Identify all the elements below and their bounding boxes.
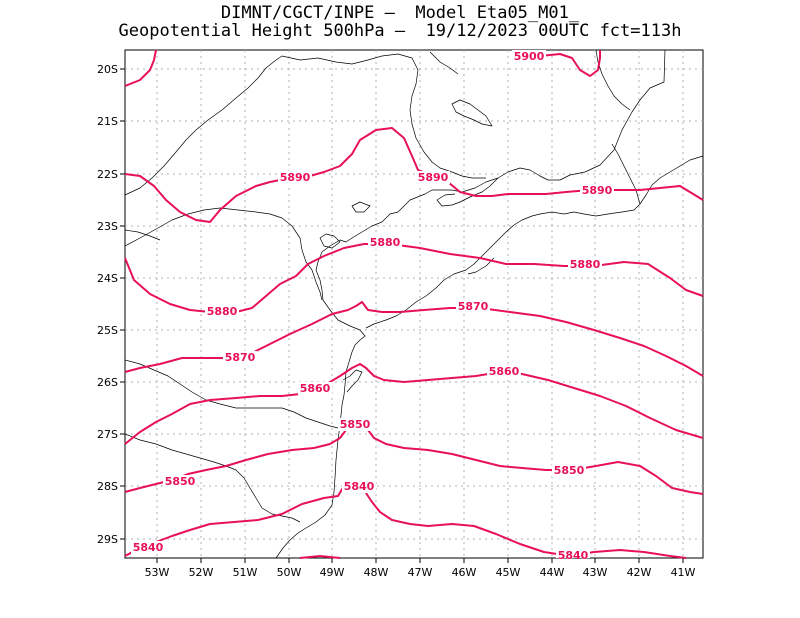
contour-label-5850: 5850 [340,418,371,431]
title-line-2: Geopotential Height 500hPa – 19/12/2023 … [118,21,682,41]
x-tick-label: 41W [671,566,696,579]
axis-ticks [120,68,684,563]
contour-label-5880: 5880 [370,236,401,249]
title-line-1: DIMNT/CGCT/INPE – Model Eta05_M01_ [220,3,580,23]
contour-label-5870: 5870 [458,300,489,313]
y-tick-label: 28S [97,480,118,493]
contour-label-5840: 5840 [558,549,589,562]
y-tick-label: 21S [97,115,118,128]
contour-label-5880: 5880 [570,258,601,271]
y-tick-label: 26S [97,376,118,389]
contour-5870 [124,301,704,377]
x-tick-label: 51W [233,566,258,579]
contour-labels: 5900 5890 5890 5890 5880 5880 5880 5870 … [131,50,614,562]
x-tick-label: 50W [277,566,302,579]
contour-5840 [124,481,687,559]
contour-label-5860: 5860 [489,365,520,378]
contour-5880 [124,243,704,313]
x-tick-label: 48W [364,566,389,579]
y-tick-label: 25S [97,324,118,337]
x-tick-label: 52W [189,566,214,579]
map-title: DIMNT/CGCT/INPE – Model Eta05_M01_ Geopo… [0,4,800,40]
x-tick-label: 44W [540,566,565,579]
y-tick-label: 22S [97,168,118,181]
contour-label-5850: 5850 [554,464,585,477]
contour-label-5850: 5850 [165,475,196,488]
contour-label-5890: 5890 [582,184,613,197]
x-tick-label: 43W [583,566,608,579]
y-axis-labels: 20S 21S 22S 23S 24S 25S 26S 27S 28S 29S [97,63,118,546]
contour-5850 [124,423,704,495]
contour-5860 [124,363,704,445]
y-tick-label: 20S [97,63,118,76]
x-tick-label: 49W [320,566,345,579]
contour-5890 [124,127,704,223]
x-tick-label: 47W [408,566,433,579]
x-tick-label: 53W [145,566,170,579]
contour-label-5860: 5860 [300,382,331,395]
contour-label-5890: 5890 [418,171,449,184]
contour-label-5870: 5870 [225,351,256,364]
y-tick-label: 29S [97,533,118,546]
contour-label-5900: 5900 [514,50,545,63]
x-axis-labels: 53W 52W 51W 50W 49W 48W 47W 46W 45W 44W … [145,566,696,579]
contour-label-5840: 5840 [133,541,164,554]
plot-frame [124,49,704,559]
coastline-and-borders [124,49,704,559]
x-tick-label: 42W [627,566,652,579]
y-tick-label: 23S [97,220,118,233]
contour-lines [124,49,704,559]
x-tick-label: 46W [452,566,477,579]
contour-label-5880: 5880 [207,305,238,318]
x-tick-label: 45W [496,566,521,579]
contour-label-5840: 5840 [344,480,375,493]
y-tick-label: 24S [97,272,118,285]
graticule [125,50,703,558]
y-tick-label: 27S [97,428,118,441]
contour-label-5890: 5890 [280,171,311,184]
